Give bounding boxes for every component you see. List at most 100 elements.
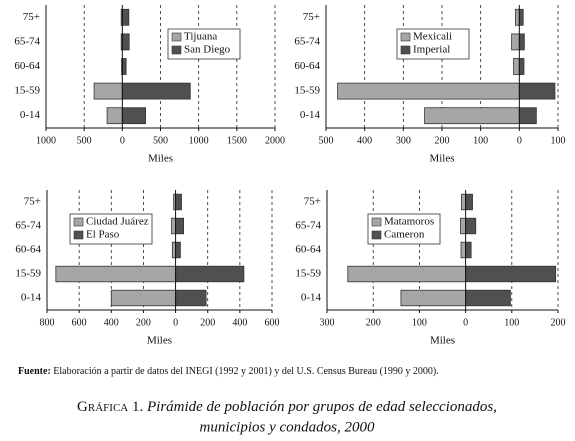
x-tick-label: 200 bbox=[551, 317, 566, 328]
legend-swatch bbox=[171, 32, 182, 42]
x-axis-label: Miles bbox=[147, 335, 172, 347]
bar bbox=[175, 193, 182, 211]
bar bbox=[121, 82, 191, 100]
x-tick-label: 200 bbox=[435, 135, 450, 146]
bar bbox=[347, 265, 467, 283]
legend-swatch bbox=[400, 45, 411, 55]
x-tick-label: 100 bbox=[473, 135, 488, 146]
bar bbox=[465, 265, 557, 283]
x-tick-label: 500 bbox=[77, 135, 92, 146]
bar bbox=[171, 217, 176, 235]
legend-label: Ciudad Juárez bbox=[86, 216, 149, 228]
x-tick-label: 2000 bbox=[265, 135, 285, 146]
bar bbox=[337, 82, 520, 100]
bar bbox=[175, 289, 207, 307]
y-tick-label: 0-14 bbox=[301, 292, 322, 304]
y-tick-label: 75+ bbox=[303, 11, 320, 23]
legend-label: Imperial bbox=[413, 44, 450, 56]
bar bbox=[515, 8, 520, 26]
y-tick-label: 60-64 bbox=[295, 244, 321, 256]
bar bbox=[400, 289, 467, 307]
bar bbox=[465, 193, 473, 211]
source: Fuente: Elaboración a partir de datos de… bbox=[18, 366, 439, 377]
x-tick-label: 600 bbox=[265, 317, 280, 328]
x-tick-label: 300 bbox=[396, 135, 411, 146]
bar bbox=[465, 217, 477, 235]
x-tick-label: 1000 bbox=[36, 135, 56, 146]
legend-swatch bbox=[400, 32, 411, 42]
x-tick-label: 400 bbox=[357, 135, 372, 146]
x-axis-label: Miles bbox=[430, 335, 455, 347]
x-tick-label: 100 bbox=[412, 317, 427, 328]
y-tick-label: 65-74 bbox=[14, 35, 40, 47]
y-tick-label: 15-59 bbox=[15, 268, 41, 280]
y-tick-label: 0-14 bbox=[21, 292, 42, 304]
bar bbox=[121, 33, 130, 51]
bar bbox=[518, 33, 525, 51]
bar bbox=[460, 217, 467, 235]
bar bbox=[55, 265, 176, 283]
bar bbox=[461, 193, 466, 211]
x-tick-label: 200 bbox=[366, 317, 381, 328]
legend-label: Tijuana bbox=[184, 31, 217, 43]
bar bbox=[511, 33, 520, 51]
legend-label: Mexicali bbox=[413, 31, 452, 43]
bar bbox=[110, 289, 176, 307]
x-tick-label: 0 bbox=[517, 135, 522, 146]
x-tick-label: 300 bbox=[320, 317, 335, 328]
x-axis-label: Miles bbox=[429, 153, 454, 165]
x-tick-label: 100 bbox=[504, 317, 519, 328]
legend-label: San Diego bbox=[184, 44, 231, 56]
y-tick-label: 65-74 bbox=[295, 220, 321, 232]
bar bbox=[465, 241, 472, 259]
caption-line: Gráfica 1. Pirámide de población por gru… bbox=[77, 399, 497, 415]
bar bbox=[518, 58, 525, 75]
x-tick-label: 100 bbox=[551, 135, 566, 146]
bar bbox=[175, 217, 185, 235]
bar bbox=[465, 289, 511, 307]
bar bbox=[175, 265, 245, 283]
legend-swatch bbox=[371, 230, 382, 240]
bar bbox=[460, 241, 467, 259]
legend-swatch bbox=[73, 217, 84, 227]
bar bbox=[93, 82, 123, 100]
caption-text: Pirámide de población por grupos de edad… bbox=[146, 399, 497, 415]
y-tick-label: 60-64 bbox=[15, 244, 41, 256]
bar bbox=[175, 241, 181, 259]
x-tick-label: 0 bbox=[463, 317, 468, 328]
bar bbox=[121, 107, 147, 125]
y-tick-label: 65-74 bbox=[15, 220, 41, 232]
legend-label: Matamoros bbox=[384, 216, 434, 228]
x-tick-label: 1500 bbox=[227, 135, 247, 146]
x-tick-label: 1000 bbox=[189, 135, 209, 146]
y-tick-label: 15-59 bbox=[14, 85, 40, 97]
bar bbox=[121, 8, 130, 26]
x-tick-label: 200 bbox=[200, 317, 215, 328]
x-tick-label: 0 bbox=[173, 317, 178, 328]
x-tick-label: 400 bbox=[104, 317, 119, 328]
y-tick-label: 15-59 bbox=[295, 268, 321, 280]
y-tick-label: 75+ bbox=[304, 196, 321, 208]
caption-text: municipios y condados, 2000 bbox=[200, 419, 375, 435]
x-axis-label: Miles bbox=[148, 153, 173, 165]
x-tick-label: 800 bbox=[40, 317, 55, 328]
bar bbox=[424, 107, 520, 125]
y-tick-label: 60-64 bbox=[14, 60, 40, 72]
x-tick-label: 400 bbox=[232, 317, 247, 328]
y-tick-label: 15-59 bbox=[294, 85, 320, 97]
legend-swatch bbox=[73, 230, 84, 240]
legend-swatch bbox=[171, 45, 182, 55]
source-text: Elaboración a partir de datos del INEGI … bbox=[53, 366, 438, 377]
legend-swatch bbox=[371, 217, 382, 227]
y-tick-label: 75+ bbox=[24, 196, 41, 208]
y-tick-label: 0-14 bbox=[20, 109, 41, 121]
bar bbox=[513, 58, 520, 75]
bar bbox=[518, 8, 524, 26]
x-tick-label: 500 bbox=[319, 135, 334, 146]
y-tick-label: 75+ bbox=[23, 11, 40, 23]
x-tick-label: 600 bbox=[72, 317, 87, 328]
bar bbox=[518, 107, 537, 125]
legend-box bbox=[69, 213, 153, 245]
caption-label: Gráfica 1. bbox=[77, 399, 143, 415]
